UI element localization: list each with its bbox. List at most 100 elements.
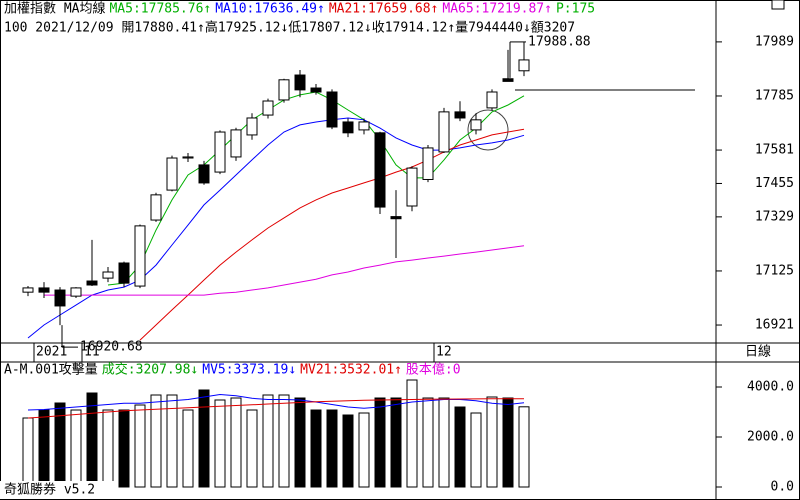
volume-bar — [294, 397, 306, 488]
y-tick-label: 0.0 — [771, 480, 794, 495]
y-tick-label: 17581 — [755, 143, 794, 158]
volume-bar — [86, 392, 98, 488]
candle-body — [262, 100, 274, 116]
quote-line: 100 2021/12/09 開17880.41↑高17925.12↓低1780… — [4, 20, 575, 36]
candle-body — [358, 121, 370, 131]
candle-body — [22, 287, 34, 293]
volume-bar — [262, 394, 274, 488]
plot-layer — [22, 41, 530, 488]
low-annotation: 16920.68 — [80, 340, 143, 355]
legend-item: P:175 — [556, 2, 595, 17]
volume-bar — [422, 397, 434, 488]
candle-body — [470, 119, 482, 131]
legend-item: 股本億:0 — [406, 362, 461, 378]
volume-bar — [486, 396, 498, 488]
candle-body — [342, 121, 354, 134]
volume-bar — [182, 409, 194, 488]
legend-item: MV5:3373.19↓ — [202, 363, 296, 378]
volume-bar — [102, 409, 114, 488]
volume-bar — [438, 397, 450, 488]
footer-bg — [0, 481, 118, 499]
candle-body — [38, 287, 50, 293]
volume-bar — [246, 409, 258, 488]
ma-line — [139, 128, 525, 341]
volume-bar — [454, 406, 466, 488]
volume-bar — [358, 412, 370, 488]
candle-body — [198, 164, 210, 184]
volume-bar — [406, 379, 418, 488]
candle-body — [406, 167, 418, 207]
candle-body — [294, 74, 306, 91]
candle-body — [502, 78, 514, 82]
ma-line — [44, 245, 525, 296]
legend-item: MA5:17785.76↑ — [109, 2, 211, 17]
legend-item: 成交:3207.98↓ — [102, 362, 198, 378]
candle-body — [486, 91, 498, 109]
candle-body — [518, 59, 530, 72]
volume-bar — [166, 394, 178, 488]
volume-bar — [518, 406, 530, 488]
volume-bar — [70, 409, 82, 488]
y-tick-label: 17125 — [755, 263, 794, 278]
ma-line — [27, 393, 525, 411]
volume-bar — [342, 414, 354, 488]
y-tick-label: 17989 — [755, 34, 794, 49]
candle-body — [454, 111, 466, 119]
volume-bar — [198, 389, 210, 488]
candle-body — [230, 129, 242, 158]
volume-bar — [22, 417, 34, 488]
candle-body — [54, 289, 66, 307]
volume-bar — [374, 397, 386, 488]
candle-body — [118, 262, 130, 284]
ma-line — [27, 398, 525, 419]
candle-body — [214, 131, 226, 173]
candle-body — [326, 91, 338, 128]
candle-body — [422, 147, 434, 180]
volume-bar — [38, 409, 50, 488]
legend-item: MA21:17659.68↑ — [329, 2, 439, 17]
volume-bar — [278, 394, 290, 488]
candle-body — [134, 225, 146, 287]
highlight-circle — [467, 109, 509, 151]
volume-bar — [470, 412, 482, 488]
volume-bar — [230, 397, 242, 488]
high-annotation: 17988.88 — [528, 34, 591, 49]
y-tick-label: 2000.0 — [747, 430, 794, 445]
candle-body — [246, 117, 258, 136]
volume-bar — [134, 404, 146, 488]
volume-bar — [390, 397, 402, 488]
x-tick-label: 11 — [84, 345, 100, 360]
candle-body — [102, 271, 114, 279]
candle-body — [182, 156, 194, 159]
candle-body — [86, 280, 98, 286]
candle-body — [390, 216, 402, 220]
window-button[interactable] — [771, 0, 785, 10]
legend-item: MA65:17219.87↑ — [442, 2, 552, 17]
candle-body — [150, 194, 162, 221]
candle-body — [310, 87, 322, 93]
y-tick-label: 17785 — [755, 88, 794, 103]
y-tick-label: 16921 — [755, 318, 794, 333]
y-tick-label: 17329 — [755, 209, 794, 224]
candle-body — [438, 111, 450, 153]
x-tick-label: 12 — [436, 345, 452, 360]
y-tick-label: 17455 — [755, 176, 794, 191]
candle-body — [70, 287, 82, 297]
volume-bar — [502, 397, 514, 488]
candle-body — [278, 79, 290, 101]
volume-bar — [150, 394, 162, 488]
footer: 奇狐勝券 v5.2 — [4, 482, 95, 498]
period-label: 日線 — [745, 344, 771, 360]
volume-bar — [118, 409, 130, 488]
legend-item: A-M.001攻擊量 — [4, 362, 98, 378]
candle-body — [374, 132, 386, 208]
y-tick-label: 4000.0 — [747, 380, 794, 395]
volume-bar — [214, 399, 226, 488]
volume-bar — [310, 409, 322, 488]
candle-body — [166, 157, 178, 191]
legend-item: MA10:17636.49↑ — [215, 2, 325, 17]
x-tick-label: 2021 — [36, 345, 67, 360]
legend-item: MV21:3532.01↑ — [300, 363, 402, 378]
